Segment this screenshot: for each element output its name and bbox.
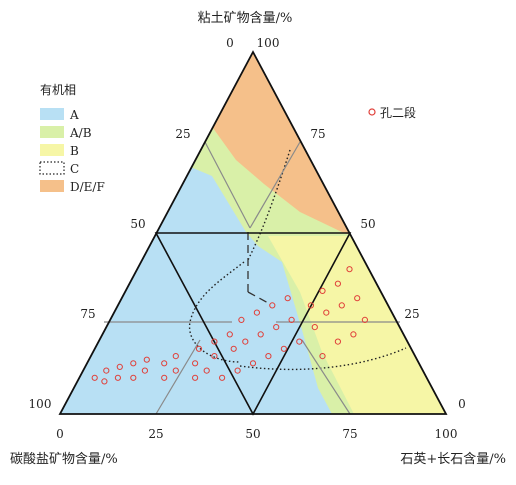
data-point xyxy=(334,338,341,345)
data-point xyxy=(338,302,345,309)
data-point xyxy=(203,367,210,374)
data-point xyxy=(234,367,241,374)
series-kong2 xyxy=(91,266,368,385)
data-point xyxy=(101,378,108,385)
data-point xyxy=(311,324,318,331)
data-point xyxy=(161,374,168,381)
data-point xyxy=(288,316,295,323)
tick-bottom-75: 75 xyxy=(342,427,357,441)
legend-label-a-b: A/B xyxy=(69,126,92,140)
data-point xyxy=(116,363,123,370)
legend: 有机相 A A/B B C D/E/F 孔二段 xyxy=(39,83,416,194)
data-point xyxy=(143,356,150,363)
data-point xyxy=(319,287,326,294)
data-point xyxy=(141,367,148,374)
data-point xyxy=(354,295,361,302)
tick-top-100: 100 xyxy=(257,36,280,50)
data-point xyxy=(296,338,303,345)
data-point xyxy=(192,360,199,367)
legend-label-d-e-f: D/E/F xyxy=(70,180,105,194)
region-c-boundary xyxy=(188,149,407,371)
data-point xyxy=(350,331,357,338)
inner-triangle xyxy=(154,232,352,416)
tick-left-75: 75 xyxy=(80,307,95,321)
data-point xyxy=(323,309,330,316)
tick-bottom-25: 25 xyxy=(148,427,163,441)
data-point xyxy=(257,331,264,338)
data-point xyxy=(211,338,218,345)
data-point xyxy=(249,360,257,367)
legend-label-a: A xyxy=(69,108,79,122)
data-point xyxy=(114,374,122,381)
tick-bottom-0: 0 xyxy=(56,427,64,441)
tick-bottom-50: 50 xyxy=(245,427,260,441)
data-point xyxy=(195,345,203,352)
data-point xyxy=(273,324,280,331)
data-point xyxy=(172,353,179,360)
data-point xyxy=(346,266,353,273)
data-point xyxy=(238,316,245,323)
legend-label-c: C xyxy=(70,162,79,176)
data-point xyxy=(319,353,326,360)
dashed-guides xyxy=(247,232,271,305)
data-point xyxy=(265,353,272,360)
tick-right-25: 25 xyxy=(404,307,419,321)
data-point xyxy=(211,353,218,360)
grid-lines xyxy=(104,141,400,415)
data-point xyxy=(230,345,237,352)
data-point xyxy=(269,302,276,309)
axis-title-left: 碳酸盐矿物含量/% xyxy=(10,451,118,467)
legend-swatch-c xyxy=(39,161,65,175)
data-point xyxy=(242,338,249,345)
outer-triangle xyxy=(58,50,448,415)
data-point xyxy=(253,309,260,316)
legend-swatch-a-b xyxy=(40,126,64,138)
tick-left-100: 100 xyxy=(29,397,52,411)
axis-title-top: 粘土矿物含量/% xyxy=(198,10,293,26)
tick-right-50: 50 xyxy=(360,217,375,231)
data-point xyxy=(91,374,98,381)
legend-label-series: 孔二段 xyxy=(380,105,416,120)
data-point xyxy=(284,295,291,302)
data-point xyxy=(103,367,110,374)
data-point xyxy=(307,302,314,309)
legend-swatch-b xyxy=(40,144,64,156)
tick-bottom-100: 100 xyxy=(435,427,458,441)
data-point xyxy=(280,345,287,352)
data-point xyxy=(161,360,168,367)
data-point xyxy=(226,331,233,338)
data-point xyxy=(130,360,137,367)
legend-label-b: B xyxy=(70,144,79,158)
tick-right-75: 75 xyxy=(310,127,325,141)
data-point xyxy=(361,316,368,323)
tick-left-25: 25 xyxy=(175,127,190,141)
legend-marker-series xyxy=(368,108,376,116)
legend-swatch-d-e-f xyxy=(40,180,64,192)
tick-top-0: 0 xyxy=(226,36,234,50)
tick-labels-top: 0 100 25 75 50 50 75 25 100 0 0 25 50 75… xyxy=(29,36,466,441)
legend-swatch-a xyxy=(40,108,64,120)
tick-right-0: 0 xyxy=(458,397,466,411)
data-point xyxy=(334,280,341,287)
data-point xyxy=(172,367,179,374)
data-point xyxy=(192,374,199,381)
legend-title: 有机相 xyxy=(40,83,76,97)
data-point xyxy=(130,374,137,381)
axis-title-right: 石英+长石含量/% xyxy=(400,451,506,467)
tick-left-50: 50 xyxy=(130,217,145,231)
data-point xyxy=(219,374,226,381)
